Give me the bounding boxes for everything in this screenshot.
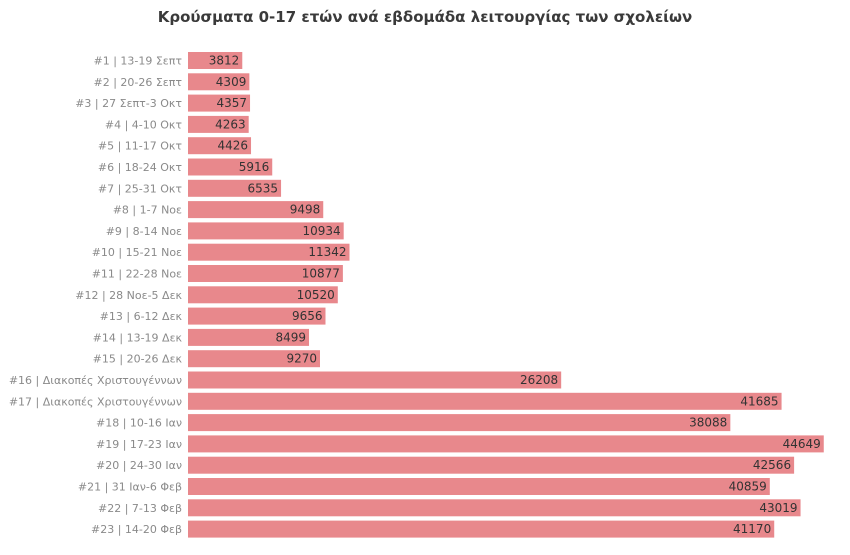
- category-label: #21 | 31 Ιαν-6 Φεβ: [78, 481, 182, 494]
- data-label: 8499: [275, 330, 306, 344]
- data-label: 5916: [239, 160, 270, 174]
- category-label: #12 | 28 Νοε-5 Δεκ: [75, 289, 182, 302]
- data-label: 4263: [215, 117, 246, 131]
- data-label: 9498: [290, 203, 321, 217]
- category-label: #19 | 17-23 Ιαν: [96, 438, 182, 451]
- data-label: 40859: [729, 480, 767, 494]
- data-label: 4357: [216, 96, 247, 110]
- bar: [188, 179, 282, 197]
- bar: [188, 201, 324, 219]
- bar: [188, 456, 795, 474]
- bar: [188, 328, 310, 346]
- bar: [188, 158, 273, 176]
- bar: [188, 371, 562, 389]
- category-label: #6 | 18-24 Οκτ: [98, 161, 183, 174]
- data-label: 10520: [297, 288, 335, 302]
- category-label: #2 | 20-26 Σεπτ: [93, 76, 182, 89]
- category-label: #1 | 13-19 Σεπτ: [93, 55, 182, 68]
- chart-title: Κρούσματα 0-17 ετών ανά εβδομάδα λειτουρ…: [157, 8, 693, 26]
- bar: [188, 414, 731, 432]
- bar: [188, 137, 252, 155]
- data-label: 4426: [217, 139, 248, 153]
- data-label: 26208: [520, 373, 558, 387]
- category-label: #23 | 14-20 Φεβ: [91, 523, 182, 536]
- category-label: #5 | 11-17 Οκτ: [98, 140, 183, 153]
- data-label: 10934: [303, 224, 341, 238]
- category-label: #7 | 25-31 Οκτ: [98, 182, 183, 195]
- data-label: 6535: [248, 181, 279, 195]
- data-label: 11342: [308, 245, 346, 259]
- data-label: 9270: [286, 352, 317, 366]
- category-label: #18 | 10-16 Ιαν: [96, 417, 182, 430]
- category-label: #15 | 20-26 Δεκ: [93, 353, 183, 366]
- bar: [188, 286, 338, 304]
- data-label: 3812: [209, 54, 240, 68]
- data-label: 41170: [733, 522, 771, 536]
- bar: [188, 222, 344, 240]
- data-label: 44649: [783, 437, 821, 451]
- category-label: #8 | 1-7 Νοε: [113, 204, 182, 217]
- category-label: #14 | 13-19 Δεκ: [93, 331, 183, 344]
- category-label: #17 | Διακοπές Χριστουγέννων: [9, 395, 182, 408]
- data-label: 42566: [753, 458, 791, 472]
- category-label: #20 | 24-30 Ιαν: [96, 459, 182, 472]
- bar: [188, 307, 326, 325]
- bar: [188, 52, 243, 69]
- bar: [188, 499, 801, 517]
- category-label: #4 | 4-10 Οκτ: [105, 118, 183, 131]
- data-label: 41685: [740, 394, 778, 408]
- bar: [188, 392, 782, 410]
- bar: [188, 94, 251, 112]
- category-label: #16 | Διακοπές Χριστουγέννων: [9, 374, 182, 387]
- data-label: 38088: [689, 416, 727, 430]
- bar: [188, 265, 343, 282]
- bar: [188, 115, 249, 133]
- bar: [188, 478, 770, 495]
- category-label: #13 | 6-12 Δεκ: [100, 310, 183, 323]
- bar: [188, 73, 250, 91]
- data-label: 43019: [759, 501, 797, 515]
- category-label: #3 | 27 Σεπτ-3 Οκτ: [75, 97, 182, 110]
- bar: [188, 435, 824, 453]
- category-label: #9 | 8-14 Νοε: [106, 225, 182, 238]
- category-label: #11 | 22-28 Νοε: [92, 268, 182, 281]
- category-label: #10 | 15-21 Νοε: [92, 246, 182, 259]
- bar: [188, 243, 350, 261]
- data-label: 10877: [302, 267, 340, 281]
- bar: [188, 350, 320, 368]
- data-label: 4309: [216, 75, 247, 89]
- data-label: 9656: [292, 309, 323, 323]
- bar: [188, 520, 775, 538]
- category-label: #22 | 7-13 Φεβ: [98, 502, 182, 515]
